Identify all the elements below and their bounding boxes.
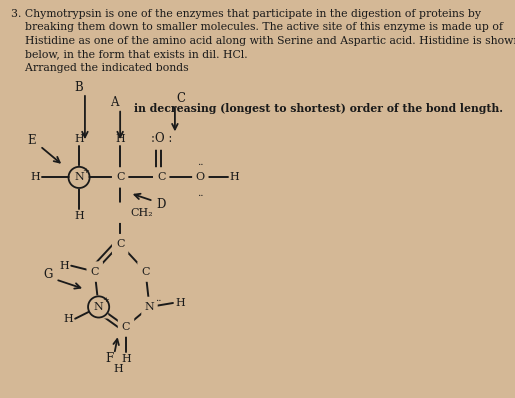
FancyBboxPatch shape xyxy=(116,203,143,223)
FancyBboxPatch shape xyxy=(192,167,209,187)
FancyBboxPatch shape xyxy=(89,295,108,318)
Text: A: A xyxy=(110,96,118,109)
Text: 3. Chymotrypsin is one of the enzymes that participate in the digestion of prote: 3. Chymotrypsin is one of the enzymes th… xyxy=(11,9,515,73)
Text: H: H xyxy=(121,354,131,364)
Text: +: + xyxy=(82,167,89,175)
Text: G: G xyxy=(43,268,53,281)
Text: F: F xyxy=(105,352,113,365)
Text: H: H xyxy=(115,134,125,144)
Text: H: H xyxy=(63,314,73,324)
Text: E: E xyxy=(28,135,37,147)
Text: in decreasing (longest to shortest) order of the bond length.: in decreasing (longest to shortest) orde… xyxy=(134,103,503,114)
Text: ..: .. xyxy=(197,158,203,167)
Text: +: + xyxy=(102,296,109,304)
Text: ..: .. xyxy=(155,294,161,303)
Text: C: C xyxy=(91,267,99,277)
FancyBboxPatch shape xyxy=(138,261,154,282)
Text: C: C xyxy=(141,267,150,277)
Text: O: O xyxy=(196,172,205,182)
Text: ..: .. xyxy=(197,189,203,198)
Text: H: H xyxy=(175,298,185,308)
Text: N: N xyxy=(145,302,154,312)
Text: H: H xyxy=(113,363,123,374)
Text: D: D xyxy=(157,198,166,211)
Text: H: H xyxy=(30,172,40,182)
Text: C: C xyxy=(157,172,165,182)
Text: H: H xyxy=(74,211,84,221)
FancyBboxPatch shape xyxy=(141,297,158,317)
Text: N: N xyxy=(94,302,104,312)
Text: CH₂: CH₂ xyxy=(130,208,152,218)
FancyBboxPatch shape xyxy=(112,167,128,187)
FancyBboxPatch shape xyxy=(147,127,176,150)
FancyBboxPatch shape xyxy=(112,234,128,254)
Text: N: N xyxy=(74,172,84,182)
Text: H: H xyxy=(74,134,84,144)
Text: C: C xyxy=(122,322,130,332)
Text: H: H xyxy=(230,172,239,182)
Text: B: B xyxy=(75,81,83,94)
Text: C: C xyxy=(116,239,125,249)
FancyBboxPatch shape xyxy=(70,166,89,189)
FancyBboxPatch shape xyxy=(153,167,169,187)
Text: C: C xyxy=(116,172,125,182)
Text: H: H xyxy=(59,261,69,271)
FancyBboxPatch shape xyxy=(87,261,103,282)
FancyBboxPatch shape xyxy=(118,316,134,337)
Text: :O :: :O : xyxy=(150,132,172,144)
Text: C: C xyxy=(176,92,185,105)
